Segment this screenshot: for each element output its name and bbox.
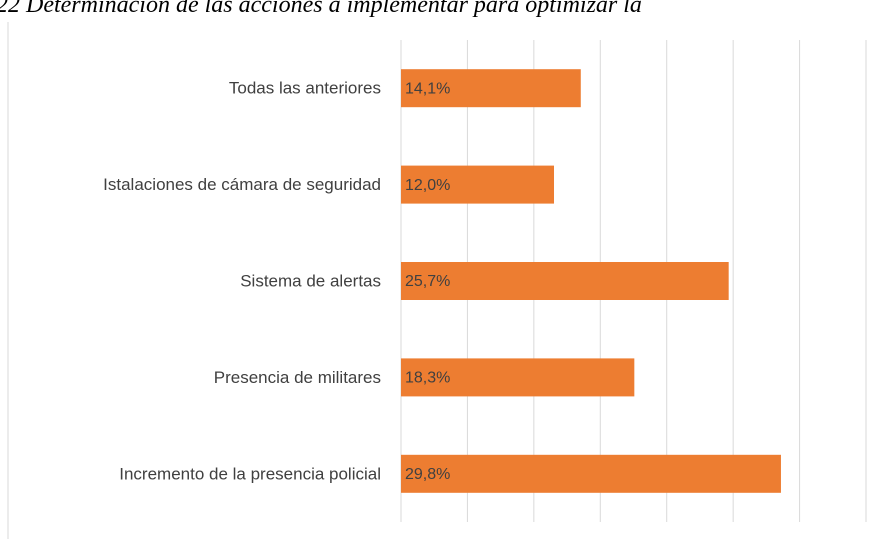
bar	[401, 262, 729, 300]
y-tick-label: Presencia de militares	[214, 368, 381, 387]
value-label: 14,1%	[405, 80, 450, 97]
chart-title: 22 Determinación de las acciones a imple…	[0, 0, 642, 18]
y-tick-label: Istalaciones de cámara de seguridad	[103, 175, 381, 194]
bar	[401, 165, 555, 204]
bar	[401, 358, 635, 397]
bar	[401, 69, 581, 108]
value-label: 29,8%	[405, 466, 450, 483]
bar	[401, 454, 781, 493]
y-tick-label: Incremento de la presencia policial	[119, 464, 381, 483]
value-label: 25,7%	[405, 273, 450, 290]
y-tick-label: Todas las anteriores	[229, 79, 381, 98]
value-label: 12,0%	[405, 177, 450, 194]
y-tick-label: Sistema de alertas	[240, 271, 381, 290]
value-label: 18,3%	[405, 370, 450, 387]
